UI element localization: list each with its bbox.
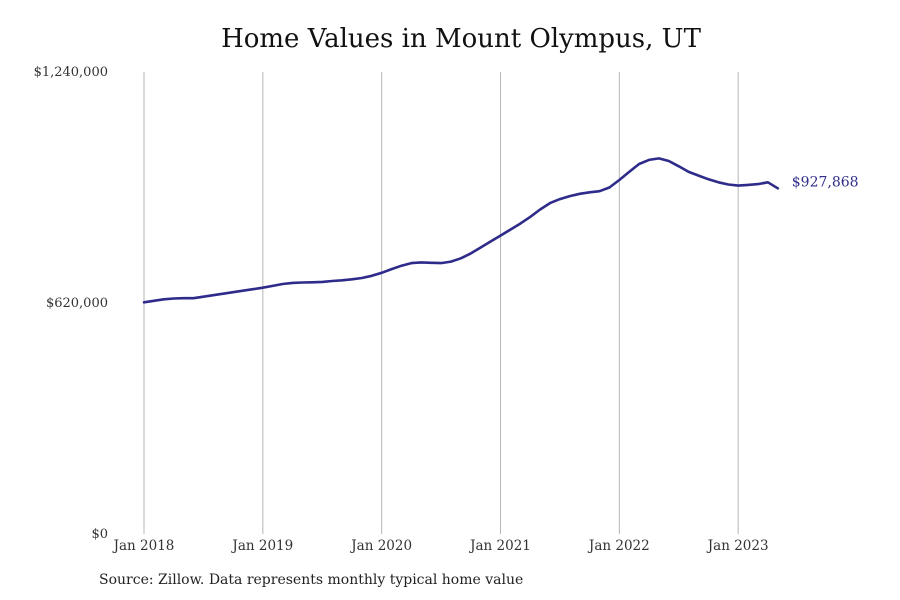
data-point bbox=[460, 257, 462, 259]
source-note: Source: Zillow. Data represents monthly … bbox=[99, 572, 524, 588]
data-point bbox=[301, 281, 303, 283]
data-point bbox=[499, 234, 501, 236]
data-point bbox=[252, 288, 254, 290]
data-point bbox=[539, 208, 541, 210]
data-point bbox=[470, 252, 472, 254]
data-point bbox=[479, 246, 481, 248]
y-tick-label: $1,240,000 bbox=[34, 65, 108, 80]
data-point bbox=[242, 290, 244, 292]
data-point bbox=[410, 262, 412, 264]
x-tick-label: Jan 2022 bbox=[587, 538, 650, 554]
data-point bbox=[747, 184, 749, 186]
data-point bbox=[163, 298, 165, 300]
y-tick-label: $0 bbox=[91, 527, 108, 542]
data-point bbox=[519, 222, 521, 224]
data-point bbox=[440, 262, 442, 264]
x-axis-ticks: Jan 2018 Jan 2019 Jan 2020 Jan 2021 Jan 2022… bbox=[112, 538, 769, 554]
x-tick-label: Jan 2018 bbox=[112, 538, 175, 554]
data-point bbox=[262, 287, 264, 289]
data-point bbox=[678, 165, 680, 167]
chart-title: Home Values in Mount Olympus, UT bbox=[221, 24, 701, 54]
data-point bbox=[569, 195, 571, 197]
data-point bbox=[390, 268, 392, 270]
data-point bbox=[222, 292, 224, 294]
data-point bbox=[588, 191, 590, 193]
data-point bbox=[559, 198, 561, 200]
data-point bbox=[549, 202, 551, 204]
data-point bbox=[143, 301, 145, 303]
data-point bbox=[153, 300, 155, 302]
data-point bbox=[202, 295, 204, 297]
data-point bbox=[687, 171, 689, 173]
data-point bbox=[727, 183, 729, 185]
end-value-label: $927,868 bbox=[792, 174, 859, 190]
y-tick-label: $620,000 bbox=[46, 296, 108, 311]
x-tick-label: Jan 2019 bbox=[230, 538, 293, 554]
data-point bbox=[628, 171, 630, 173]
data-point bbox=[648, 159, 650, 161]
data-point bbox=[361, 277, 363, 279]
data-point bbox=[291, 282, 293, 284]
x-tick-label: Jan 2023 bbox=[706, 538, 769, 554]
data-point bbox=[529, 216, 531, 218]
data-point bbox=[757, 183, 759, 185]
gridlines bbox=[143, 72, 739, 534]
data-point bbox=[767, 181, 769, 183]
series-line bbox=[142, 157, 780, 304]
data-point bbox=[420, 261, 422, 263]
data-point bbox=[717, 181, 719, 183]
data-point bbox=[658, 157, 660, 159]
data-point bbox=[321, 281, 323, 283]
data-point bbox=[430, 262, 432, 264]
data-point bbox=[668, 160, 670, 162]
data-point bbox=[192, 297, 194, 299]
data-point bbox=[272, 285, 274, 287]
data-point bbox=[737, 184, 739, 186]
data-point bbox=[579, 193, 581, 195]
data-point bbox=[638, 163, 640, 165]
data-point bbox=[777, 187, 779, 189]
x-tick-label: Jan 2021 bbox=[468, 538, 531, 554]
data-point bbox=[182, 297, 184, 299]
series-layer: $927,868 bbox=[142, 157, 859, 304]
y-axis-ticks: $0 $620,000 $1,240,000 bbox=[34, 65, 108, 542]
data-point bbox=[331, 280, 333, 282]
data-point bbox=[341, 279, 343, 281]
data-point bbox=[598, 190, 600, 192]
data-point bbox=[281, 283, 283, 285]
data-point bbox=[173, 297, 175, 299]
data-point bbox=[380, 272, 382, 274]
data-point bbox=[489, 240, 491, 242]
data-point bbox=[232, 291, 234, 293]
data-point bbox=[608, 186, 610, 188]
data-point bbox=[311, 281, 313, 283]
data-point bbox=[618, 179, 620, 181]
x-tick-label: Jan 2020 bbox=[349, 538, 412, 554]
data-point bbox=[450, 260, 452, 262]
data-point bbox=[371, 275, 373, 277]
data-point bbox=[400, 265, 402, 267]
data-point bbox=[707, 178, 709, 180]
data-point bbox=[509, 228, 511, 230]
data-point bbox=[697, 174, 699, 176]
data-point bbox=[351, 278, 353, 280]
data-point bbox=[212, 294, 214, 296]
